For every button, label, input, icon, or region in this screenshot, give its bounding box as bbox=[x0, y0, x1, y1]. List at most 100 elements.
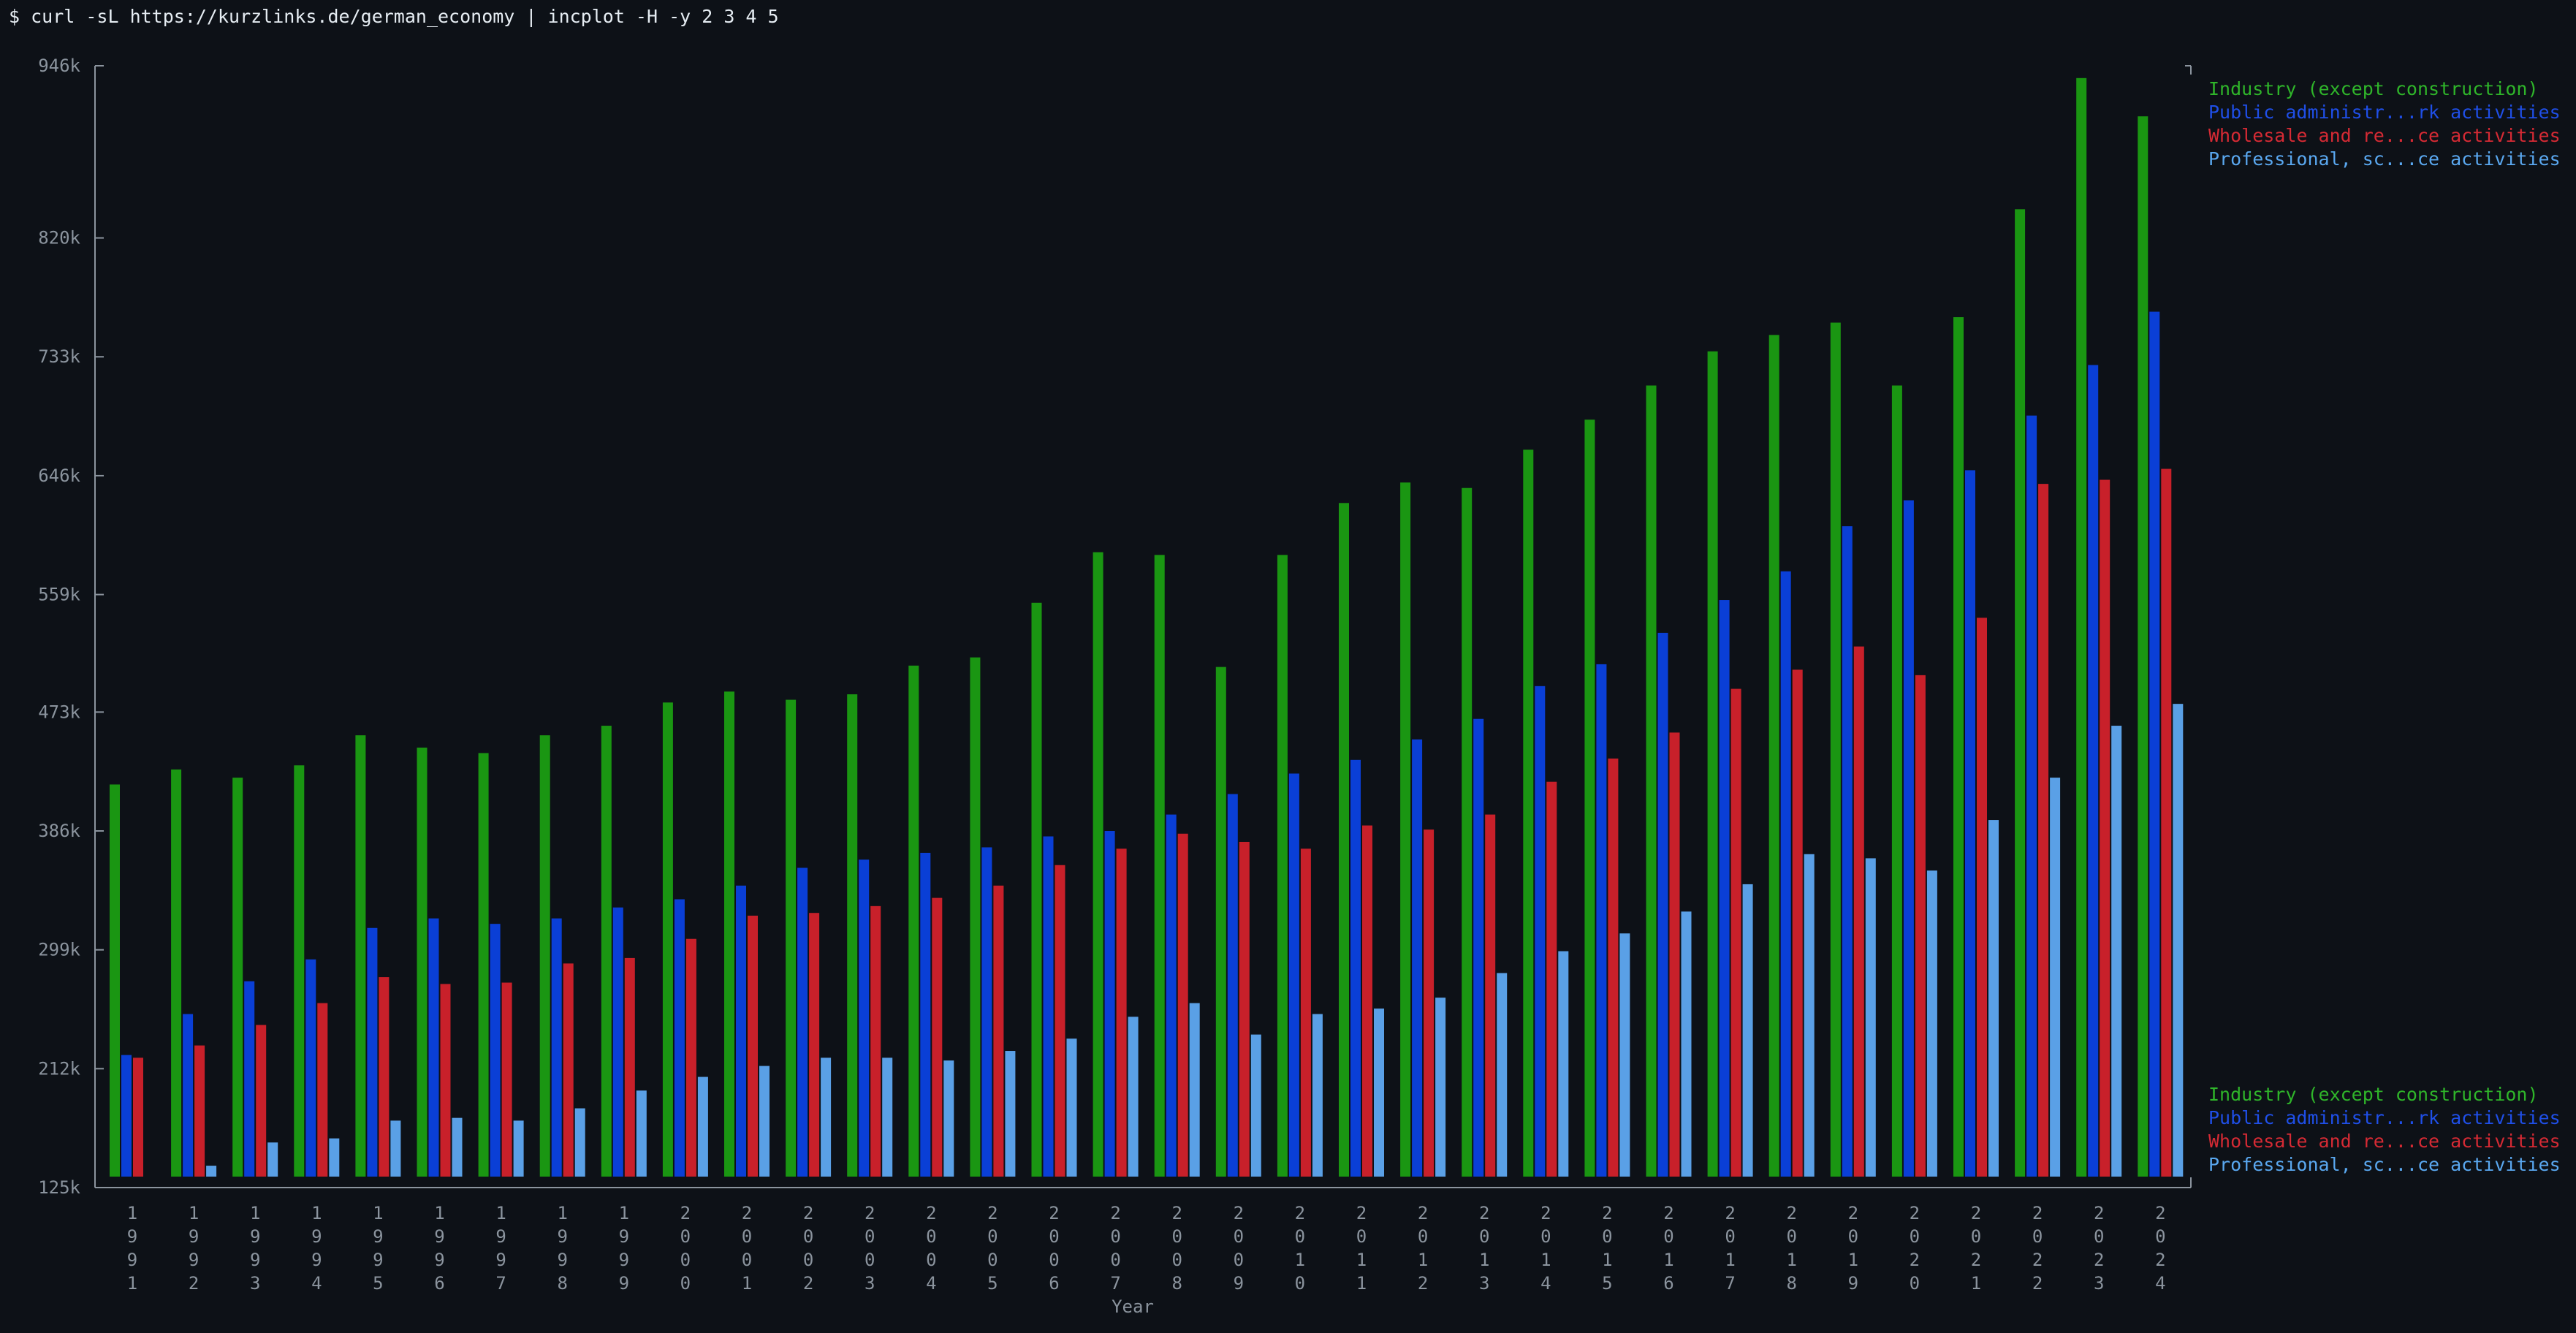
bar bbox=[183, 1014, 194, 1177]
legend-top: Industry (except construction) Public adm… bbox=[2208, 77, 2561, 171]
legend-entry: Public administr...rk activities bbox=[2208, 1107, 2561, 1128]
bar bbox=[2015, 209, 2026, 1177]
bar bbox=[1312, 1014, 1323, 1177]
bar bbox=[636, 1090, 647, 1177]
bar bbox=[2076, 77, 2087, 1177]
bar bbox=[1953, 317, 1964, 1177]
bar bbox=[882, 1057, 893, 1177]
bar bbox=[1473, 718, 1484, 1177]
bar bbox=[2173, 704, 2184, 1177]
bar bbox=[1043, 836, 1054, 1177]
bar bbox=[943, 1060, 954, 1177]
bar bbox=[1350, 759, 1361, 1177]
bar bbox=[612, 907, 623, 1177]
bar bbox=[1189, 1003, 1200, 1177]
bar bbox=[1250, 1034, 1261, 1177]
bar bbox=[1842, 526, 1853, 1177]
legend-bottom: Industry (except construction) Public adm… bbox=[2208, 1083, 2561, 1177]
bar bbox=[2026, 415, 2037, 1177]
bar bbox=[428, 918, 439, 1177]
bar bbox=[121, 1055, 132, 1177]
bar bbox=[1926, 870, 1937, 1177]
x-axis: 1 9 9 1 1 9 9 2 1 9 9 3 1 9 9 4 1 9 9 5 1 9 9 6 1 9 9 7 1 9 9 8 1 9 9 9 2 0 0 0… bbox=[95, 65, 2192, 1294]
bar bbox=[1400, 482, 1411, 1177]
bar bbox=[1497, 973, 1508, 1177]
bar bbox=[367, 927, 378, 1177]
bar bbox=[2149, 311, 2160, 1177]
bar bbox=[551, 918, 562, 1177]
bar bbox=[697, 1076, 708, 1177]
bar bbox=[539, 735, 550, 1177]
legend-entry: Professional, sc...ce activities bbox=[2208, 148, 2561, 170]
y-tick-label: 646k bbox=[38, 466, 80, 486]
bar bbox=[2161, 468, 2172, 1177]
bar bbox=[452, 1117, 463, 1177]
bar bbox=[786, 699, 797, 1177]
y-tick-label: 946k bbox=[38, 56, 80, 76]
bar bbox=[2100, 479, 2110, 1177]
bar bbox=[1362, 825, 1372, 1177]
bar bbox=[2038, 484, 2049, 1177]
bar bbox=[797, 867, 808, 1177]
x-axis-label: Year bbox=[1112, 1296, 1154, 1317]
bar bbox=[1485, 814, 1496, 1177]
y-tick-label: 473k bbox=[38, 702, 80, 722]
bar bbox=[685, 938, 696, 1177]
bar bbox=[232, 778, 243, 1177]
bar bbox=[1128, 1017, 1139, 1177]
bar bbox=[501, 982, 512, 1177]
bar bbox=[490, 924, 501, 1177]
y-axis: 125k 212k 299k 386k 473k 559k 646k 733k 820k 946k bbox=[38, 56, 104, 1198]
y-tick-label: 820k bbox=[38, 228, 80, 248]
bar bbox=[1977, 618, 1987, 1177]
bar bbox=[1339, 503, 1349, 1177]
bar bbox=[1116, 848, 1127, 1177]
bar bbox=[1865, 858, 1876, 1177]
bar bbox=[1596, 664, 1607, 1177]
bar bbox=[206, 1166, 217, 1177]
bar bbox=[1300, 848, 1311, 1177]
bar bbox=[379, 977, 390, 1177]
bar bbox=[1730, 688, 1741, 1177]
y-tick-label: 212k bbox=[38, 1058, 80, 1079]
bar bbox=[2138, 116, 2148, 1177]
bar bbox=[759, 1066, 770, 1177]
legend-entry: Public administr...rk activities bbox=[2208, 102, 2561, 123]
bar bbox=[1412, 739, 1423, 1177]
bar bbox=[1780, 571, 1791, 1177]
bar bbox=[1239, 841, 1250, 1177]
bar bbox=[1523, 449, 1534, 1177]
bar bbox=[1669, 732, 1680, 1177]
legend-entry: Professional, sc...ce activities bbox=[2208, 1154, 2561, 1175]
bar bbox=[821, 1057, 832, 1177]
bar bbox=[1965, 470, 1975, 1177]
bar bbox=[1424, 829, 1435, 1177]
bar bbox=[390, 1120, 401, 1177]
bar bbox=[1657, 632, 1668, 1177]
bar bbox=[1066, 1038, 1077, 1177]
bar bbox=[1374, 1009, 1384, 1177]
bar bbox=[920, 852, 931, 1177]
